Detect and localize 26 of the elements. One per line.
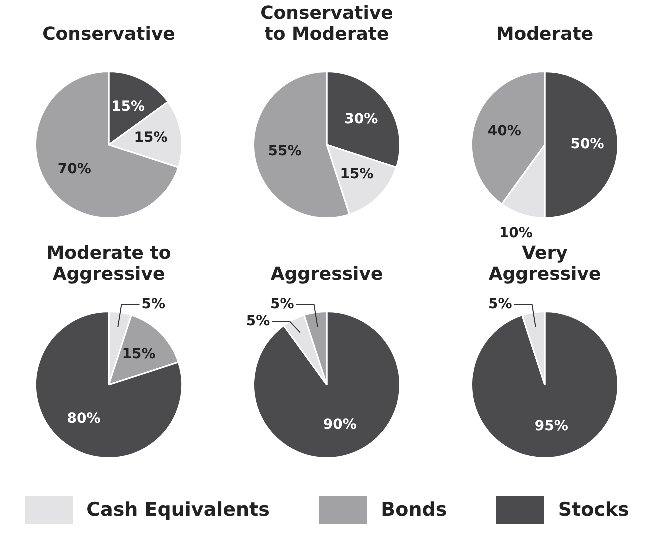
data-label: 40% [488, 124, 522, 140]
chart-title: Moderate to Aggressive [46, 243, 172, 285]
chart-title: Aggressive [270, 264, 384, 285]
chart-title: Very Aggressive [488, 243, 602, 285]
legend-label: Cash Equivalents [86, 499, 270, 521]
legend-label: Stocks [558, 499, 630, 521]
data-label: 5% [142, 296, 166, 312]
data-label: 15% [340, 166, 374, 183]
data-label: 95% [534, 418, 568, 435]
chart-title: Moderate [495, 24, 595, 45]
data-label: 10% [499, 225, 533, 242]
data-label: 50% [570, 136, 604, 153]
chart-title: Conservative [42, 24, 176, 45]
data-label: 30% [344, 112, 378, 128]
data-label: 90% [323, 417, 357, 434]
data-label: 80% [67, 411, 101, 428]
data-label: 5% [246, 313, 270, 330]
data-label: 5% [488, 296, 512, 312]
data-label: 70% [58, 162, 92, 178]
chart-title: Conservative to Moderate [260, 3, 394, 45]
legend-label: Bonds [381, 499, 448, 521]
data-label: 15% [122, 346, 156, 363]
data-label: 15% [134, 130, 168, 146]
data-label: 55% [268, 143, 302, 160]
data-label: 15% [112, 98, 146, 115]
data-label: 5% [270, 296, 294, 312]
